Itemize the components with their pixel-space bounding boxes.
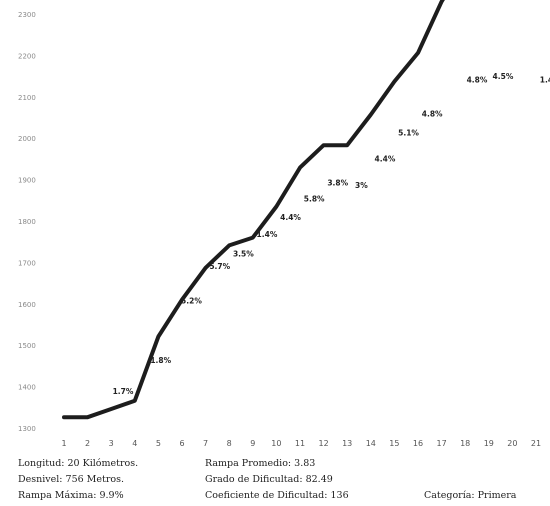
y-tick-label: 2200 xyxy=(18,52,36,60)
stat-avg-grade: Rampa Promedio: 3.83 xyxy=(205,458,316,469)
x-tick-label: 6 xyxy=(179,439,184,448)
x-tick-label: 1 xyxy=(61,439,66,448)
x-tick-label: 10 xyxy=(271,439,281,448)
y-tick-label: 1700 xyxy=(18,259,36,267)
grade-label: 4.4% xyxy=(375,154,396,163)
y-tick-label: 2100 xyxy=(18,94,36,102)
y-tick-label: 1900 xyxy=(18,177,36,185)
x-tick-label: 12 xyxy=(319,439,329,448)
grade-labels: 1.7%1.8%5.2%5.7%3.5%1.4%4.4%5.8%3.8% 3%4.… xyxy=(113,72,550,396)
x-tick-label: 18 xyxy=(460,439,470,448)
grade-label: 4.5% xyxy=(493,72,514,81)
x-tick-label: 20 xyxy=(507,439,517,448)
x-tick-label: 8 xyxy=(227,439,232,448)
grade-label: 5.7% xyxy=(209,262,230,271)
y-tick-label: 2300 xyxy=(18,11,36,19)
x-tick-label: 17 xyxy=(437,439,447,448)
stat-max-grade: Rampa Máxima: 9.9% xyxy=(18,490,124,501)
x-tick-label: 14 xyxy=(366,439,376,448)
grade-label: 3.8% xyxy=(327,178,348,187)
stat-elevation: Desnivel: 756 Metros. xyxy=(18,474,124,485)
y-tick-label: 1500 xyxy=(18,342,36,350)
x-tick-label: 13 xyxy=(342,439,352,448)
grade-label: 1.4% xyxy=(257,230,278,239)
grade-label: 4.8% xyxy=(467,76,488,85)
y-tick-label: 1300 xyxy=(18,425,36,433)
grade-label: 4.4% xyxy=(280,213,301,222)
grade-label: 1.8% xyxy=(150,356,171,365)
plot-area xyxy=(62,0,445,420)
x-tick-label: 4 xyxy=(132,439,137,448)
stat-difficulty: Grado de Dificultad: 82.49 xyxy=(205,474,333,485)
grade-label: 4.8% xyxy=(422,110,443,119)
y-axis: 2300 2200 2100 2000 1900 1800 1700 1600 1500 1400… xyxy=(18,11,36,433)
x-tick-label: 21 xyxy=(531,439,541,448)
x-tick-label: 15 xyxy=(389,439,399,448)
y-tick-label: 1800 xyxy=(18,218,36,226)
grade-label: 3.5% xyxy=(233,250,254,259)
x-tick-label: 5 xyxy=(156,439,161,448)
x-tick-label: 7 xyxy=(203,439,208,448)
x-axis: 1 2 3 4 5 6 7 8 9 10 11 12 13 14 15 16 17 18 19 20 21 xyxy=(61,439,541,448)
route-stats: Longitud: 20 Kilómetros. Desnivel: 756 M… xyxy=(0,456,550,506)
altitude-profile-chart: 2300 2200 2100 2000 1900 1800 1700 1600 1500 1400… xyxy=(18,0,550,448)
altitude-line xyxy=(62,0,445,420)
stat-category: Categoría: Primera xyxy=(424,490,517,501)
y-tick-label: 1400 xyxy=(18,384,36,392)
x-tick-label: 16 xyxy=(413,439,423,448)
x-tick-label: 9 xyxy=(250,439,255,448)
stat-length: Longitud: 20 Kilómetros. xyxy=(18,458,139,469)
grade-label: 5.8% xyxy=(304,195,325,204)
grade-label: 1.4% xyxy=(540,76,550,85)
grade-label: 1.7% xyxy=(113,387,134,396)
grade-label: 3% xyxy=(355,181,368,190)
x-tick-label: 3 xyxy=(109,439,114,448)
grade-label: 5.1% xyxy=(398,129,419,138)
x-tick-label: 2 xyxy=(85,439,90,448)
stat-coefficient: Coeficiente de Dificultad: 136 xyxy=(205,490,349,501)
y-tick-label: 2000 xyxy=(18,135,36,143)
x-tick-label: 19 xyxy=(484,439,494,448)
x-tick-label: 11 xyxy=(295,439,305,448)
grade-label: 5.2% xyxy=(181,296,202,305)
y-tick-label: 1600 xyxy=(18,301,36,309)
